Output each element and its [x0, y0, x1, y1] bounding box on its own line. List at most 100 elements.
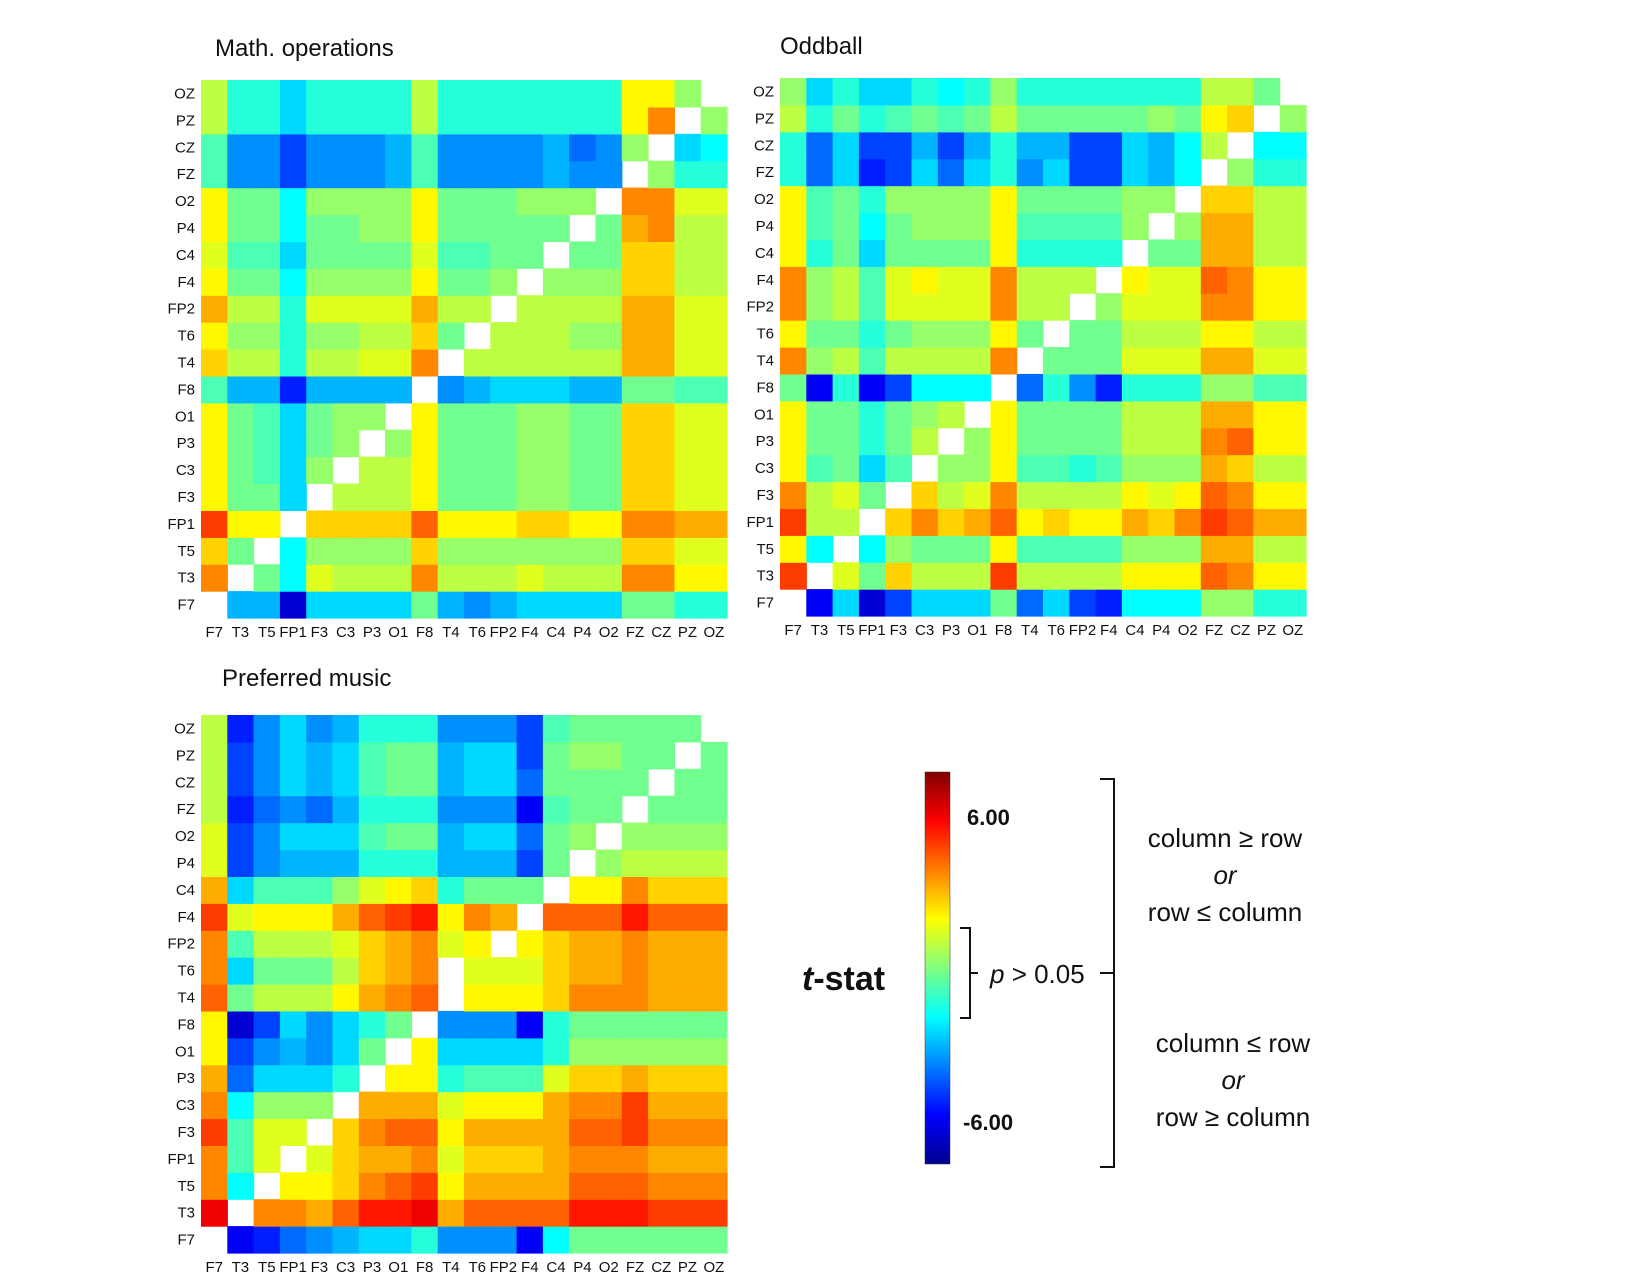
heatmap-cell-FP2-T5: [253, 295, 281, 323]
heatmap-cell-OZ-P4: [1148, 78, 1176, 106]
heatmap-cell-F3-CZ: [648, 1118, 675, 1146]
heatmap-cell-CZ-T4: [437, 133, 465, 162]
heatmap-cell-C3-C4: [542, 1091, 570, 1120]
heatmap-cell-P3-T5: [253, 429, 281, 458]
y-tick-label: P4: [177, 855, 195, 872]
heatmap-cell-P4-P3: [358, 214, 386, 242]
heatmap-cell-CZ-C4: [542, 133, 570, 162]
heatmap-cell-T5-PZ: [1253, 535, 1281, 563]
heatmap-cell-T5-P3: [937, 535, 965, 563]
heatmap-cell-O1-O2: [1174, 400, 1202, 429]
heatmap-cell-O1-T6: [464, 402, 491, 431]
heatmap-cell-FP1-P4: [569, 510, 597, 538]
y-tick-label: F3: [756, 487, 774, 504]
heatmap-cell-FP2-F4: [516, 295, 544, 323]
heatmap-cell-T4-CZ: [648, 349, 675, 377]
heatmap-cell-F4-C4: [542, 903, 570, 931]
heatmap-cell-FZ-FP2: [1069, 158, 1097, 187]
heatmap-cell-O1-PZ: [674, 402, 702, 431]
heatmap-cell-F4-FZ: [621, 903, 649, 931]
heatmap-cell-CZ-F3: [885, 131, 913, 160]
heatmap-cell-F3-F8: [411, 483, 439, 511]
heatmap-cell-F8-OZ: [700, 375, 728, 404]
heatmap-cell-O2-C3: [332, 187, 360, 216]
heatmap-cell-OZ-PZ: [674, 80, 702, 108]
heatmap-cell-F8-T4: [437, 375, 465, 404]
heatmap-cell-OZ-FP1: [279, 715, 307, 743]
heatmap-cell-F8-F3: [306, 1010, 334, 1039]
heatmap-cell-O2-F8: [990, 185, 1018, 214]
heatmap-cell-F7-T4: [437, 1226, 465, 1254]
x-tick-label: FP2: [490, 1259, 518, 1276]
heatmap-cell-P4-F4: [516, 214, 544, 242]
x-tick-label: C3: [915, 622, 934, 639]
heatmap-cell-FZ-OZ: [700, 795, 728, 824]
heatmap-cell-FP1-T5: [253, 1145, 281, 1173]
y-tick-label: F4: [177, 274, 195, 291]
heatmap-cell-T5-CZ: [1227, 535, 1254, 563]
heatmap-cell-P3-F3: [885, 427, 913, 456]
heatmap-cell-PZ-FP1: [858, 104, 886, 133]
heatmap-cell-T4-P3: [937, 347, 965, 375]
x-tick-label: F3: [311, 624, 329, 641]
heatmap-cell-P4-O1: [385, 849, 412, 877]
heatmap-cell-P3-T3: [227, 1064, 255, 1093]
heatmap-music: F7T3T5FP1F3C3P3O1F8T4T6FP2F4C4P4O2FZCZPZ…: [167, 715, 728, 1276]
heatmap-cell-T6-F3: [306, 957, 334, 985]
heatmap-cell-CZ-O2: [595, 768, 623, 797]
heatmap-cell-C3-P3: [937, 454, 965, 483]
heatmap-cell-P3-O1: [385, 429, 412, 458]
heatmap-cell-FZ-O2: [595, 160, 623, 189]
heatmap-cell-C4-T3: [227, 876, 255, 904]
x-tick-label: C3: [336, 1259, 355, 1276]
heatmap-cell-P4-F7: [780, 212, 807, 240]
heatmap-cell-P3-F4: [516, 1064, 544, 1093]
heatmap-cell-C3-CZ: [648, 456, 675, 485]
heatmap-cell-F7-T5: [253, 591, 281, 619]
heatmap-cell-P4-T4: [1016, 212, 1044, 240]
heatmap-cell-P3-FP1: [279, 429, 307, 458]
heatmap-cell-C3-FP1: [279, 1091, 307, 1120]
heatmap-cell-FZ-F7: [201, 795, 228, 824]
heatmap-cell-O1-FZ: [621, 1037, 649, 1066]
heatmap-cell-F8-F7: [201, 375, 228, 404]
x-tick-label: OZ: [703, 1259, 724, 1276]
heatmap-cell-PZ-P3: [358, 741, 386, 770]
heatmap-cell-F3-O2: [1174, 481, 1202, 509]
heatmap-cell-O2-OZ: [700, 822, 728, 851]
heatmap-cell-C3-O2: [595, 456, 623, 485]
heatmap-cell-O2-T4: [437, 187, 465, 216]
heatmap-cell-P3-F8: [411, 1064, 439, 1093]
heatmap-cell-OZ-F3: [306, 715, 334, 743]
heatmap-cell-F7-O2: [595, 1226, 623, 1254]
heatmap-cell-O2-F8: [411, 187, 439, 216]
heatmap-cell-PZ-C4: [542, 741, 570, 770]
heatmap-cell-P3-FZ: [1200, 427, 1228, 456]
heatmap-cell-O2-FP2: [490, 822, 518, 851]
heatmap-cell-T5-C3: [911, 535, 939, 563]
heatmap-cell-F7-F8: [990, 589, 1018, 617]
heatmap-cell-T6-FZ: [1200, 320, 1228, 348]
heatmap-cell-O1-F7: [201, 402, 228, 431]
heatmap-cell-F7-FP1: [279, 1226, 307, 1254]
x-tick-label: T5: [837, 622, 855, 639]
heatmap-cell-P4-F7: [201, 214, 228, 242]
heatmap-cell-T5-C4: [542, 1172, 570, 1200]
heatmap-cell-FP2-T4: [437, 295, 465, 323]
heatmap-cell-T5-PZ: [674, 1172, 702, 1200]
heatmap-cell-T3-F4: [516, 564, 544, 592]
heatmap-cell-F8-P3: [358, 1010, 386, 1039]
heatmap-cell-T3-CZ: [648, 564, 675, 592]
heatmap-cell-T3-F7: [780, 562, 807, 590]
heatmap-cell-T6-P3: [358, 322, 386, 350]
heatmap-cell-O1-C4: [542, 402, 570, 431]
heatmap-cell-C3-O2: [1174, 454, 1202, 483]
heatmap-cell-FP1-O2: [595, 510, 623, 538]
heatmap-cell-O2-P4: [569, 187, 597, 216]
heatmap-cell-F4-C3: [911, 266, 939, 294]
heatmap-cell-F3-PZ: [674, 1118, 702, 1146]
heatmap-cell-P3-CZ: [1227, 427, 1254, 456]
heatmap-cell-P4-F3: [885, 212, 913, 240]
heatmap-cell-T5-T6: [464, 1172, 491, 1200]
heatmap-cell-C4-OZ: [1279, 239, 1307, 267]
